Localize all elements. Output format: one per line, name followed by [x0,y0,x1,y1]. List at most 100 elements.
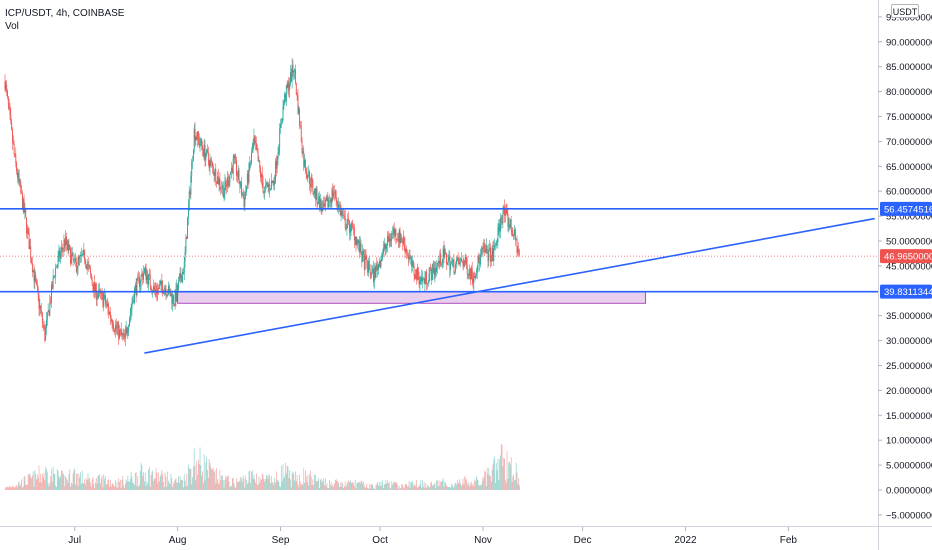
candle-body [35,274,37,282]
volume-bar [250,483,252,490]
candle [204,139,206,167]
candle [175,283,177,307]
candle [51,281,53,290]
currency-badge[interactable]: USDT [891,4,919,18]
candle-body [258,160,260,162]
candle [349,224,351,240]
candle [340,205,342,222]
candle [189,188,191,199]
volume-bar [511,482,513,490]
price-tick-label: 5.00000000 [886,461,932,472]
volume-bar [357,482,359,490]
candle [235,153,237,165]
candle-body [169,290,171,297]
volume-bar [72,473,74,490]
candle-body [344,216,346,229]
volume-bar [481,481,483,490]
candle [374,265,376,281]
candle-body [198,138,200,146]
candle [87,261,89,271]
volume-bar [145,486,147,490]
candle-body [469,269,471,274]
candle [429,266,431,281]
candle [50,296,52,305]
candle [455,261,457,274]
candle-body [447,259,449,265]
candle [255,135,257,151]
candle [359,236,361,253]
candle [99,282,101,297]
volume-bar [51,481,53,490]
candle [314,187,316,207]
candle [464,259,466,267]
candle [212,163,214,176]
volume-bar [258,476,260,490]
time-tick-label: 2022 [674,535,697,546]
candle [77,255,79,275]
candle [265,181,267,189]
volume-bar [212,469,213,490]
candle-body [324,200,326,207]
volume-bar [311,485,313,490]
candle-body [518,249,520,254]
candle [507,209,509,232]
volume-bar [211,469,213,490]
candle [114,320,116,338]
volume-bar [403,488,405,490]
volume-bar [465,477,466,490]
volume-bar [95,482,96,490]
candle [426,269,428,291]
candle-body [492,248,494,261]
candle [351,220,353,231]
price-axis[interactable]: 95.0000000090.0000000085.0000000080.0000… [878,12,932,521]
candle [446,252,447,271]
candle-body [364,256,366,270]
price-tick-label: 45.00000000 [886,261,932,272]
candle-body [402,241,403,243]
candle-body [107,303,109,308]
candle-body [493,247,495,261]
candle-body [197,131,198,140]
volume-bar [217,479,218,490]
candle [410,255,412,265]
volume-bar [317,480,319,490]
price-tick-label: 60.00000000 [886,187,932,198]
candle [84,249,86,265]
candle-body [41,313,43,323]
candle [202,140,203,157]
volume-bar [138,486,140,490]
volume-bar [61,470,62,490]
candle [148,273,150,292]
candle-body [134,288,135,303]
candle-body [25,209,27,218]
candle-body [208,160,210,168]
candle-body [170,293,172,297]
volume-bar [134,472,136,490]
candle [185,234,187,255]
candle-body [204,144,206,160]
candle [254,134,256,146]
candle-body [377,265,379,270]
volume-bar [158,481,160,490]
candle-body [111,319,113,325]
candle [315,185,317,201]
volume-bar [175,478,177,490]
volume-bar [209,462,211,490]
time-axis[interactable]: Jul Aug Sep Oct Nov Dec 2022 Feb [68,527,797,546]
candle [23,194,25,214]
candle [509,217,510,231]
candle [12,127,13,151]
candle [358,239,359,252]
candle [305,167,307,180]
volume-bar [426,487,427,490]
candle-body [213,174,215,176]
candle-body [179,273,181,278]
volume-bar [402,484,403,490]
volume-bar [226,475,228,490]
candle-body [380,259,382,268]
candle [353,224,355,249]
candle [287,80,289,95]
candle-body [86,265,88,269]
price-tag-label: 56.45745165 [884,204,932,215]
